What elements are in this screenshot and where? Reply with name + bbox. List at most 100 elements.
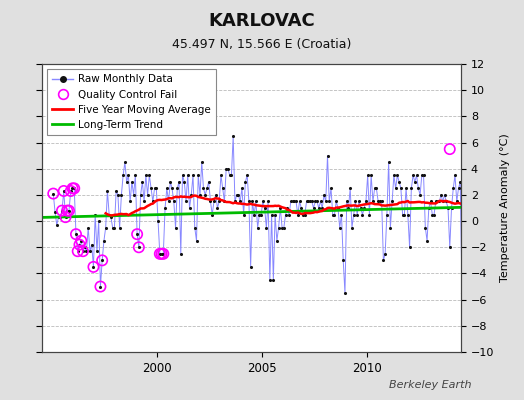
Point	[444, 205, 452, 211]
Point	[133, 231, 141, 237]
Point	[423, 238, 431, 244]
Point	[439, 198, 447, 205]
Point	[356, 205, 365, 211]
Point	[377, 198, 386, 205]
Point	[407, 185, 416, 192]
Point	[428, 211, 436, 218]
Point	[299, 211, 307, 218]
Point	[159, 251, 168, 257]
Point	[283, 205, 291, 211]
Point	[353, 211, 362, 218]
Point	[323, 152, 332, 159]
Point	[227, 172, 236, 178]
Point	[296, 198, 304, 205]
Point	[395, 179, 403, 185]
Point	[246, 264, 255, 270]
Point	[168, 185, 176, 192]
Point	[271, 211, 279, 218]
Point	[100, 238, 108, 244]
Point	[65, 208, 73, 214]
Point	[259, 198, 267, 205]
Point	[60, 188, 68, 194]
Point	[229, 133, 237, 139]
Point	[161, 205, 169, 211]
Point	[61, 214, 70, 220]
Point	[58, 208, 66, 214]
Point	[91, 211, 100, 218]
Point	[49, 190, 58, 197]
Point	[178, 172, 187, 178]
Point	[128, 179, 136, 185]
Point	[189, 172, 197, 178]
Point	[421, 224, 430, 231]
Point	[170, 198, 178, 205]
Point	[67, 188, 75, 194]
Point	[393, 172, 401, 178]
Point	[290, 198, 299, 205]
Point	[346, 185, 354, 192]
Point	[308, 198, 316, 205]
Point	[115, 224, 124, 231]
Point	[121, 159, 129, 165]
Point	[337, 211, 346, 218]
Point	[196, 192, 204, 198]
Point	[276, 205, 285, 211]
Point	[112, 188, 121, 194]
Point	[180, 179, 189, 185]
Point	[208, 211, 216, 218]
Point	[316, 198, 325, 205]
Point	[173, 185, 181, 192]
Point	[136, 192, 145, 198]
Point	[311, 198, 320, 205]
Point	[252, 198, 260, 205]
Point	[412, 172, 421, 178]
Point	[156, 251, 164, 257]
Point	[77, 238, 85, 244]
Point	[456, 179, 464, 185]
Point	[79, 248, 87, 254]
Point	[400, 211, 409, 218]
Point	[191, 224, 199, 231]
Point	[204, 179, 213, 185]
Point	[175, 179, 183, 185]
Point	[213, 205, 222, 211]
Point	[348, 224, 356, 231]
Point	[239, 211, 248, 218]
Point	[114, 192, 122, 198]
Point	[339, 257, 347, 264]
Point	[322, 198, 330, 205]
Point	[257, 211, 265, 218]
Point	[219, 185, 227, 192]
Point	[84, 224, 92, 231]
Point	[210, 198, 218, 205]
Point	[437, 192, 445, 198]
Point	[334, 205, 342, 211]
Point	[424, 205, 433, 211]
Point	[165, 198, 173, 205]
Point	[248, 198, 257, 205]
Point	[281, 211, 290, 218]
Point	[255, 211, 264, 218]
Point	[234, 192, 243, 198]
Point	[449, 185, 457, 192]
Point	[54, 214, 63, 220]
Point	[119, 172, 127, 178]
Point	[70, 185, 79, 192]
Point	[445, 146, 454, 152]
Point	[81, 244, 89, 250]
Point	[63, 208, 71, 214]
Point	[98, 257, 106, 264]
Point	[159, 251, 168, 257]
Point	[445, 244, 454, 250]
Point	[442, 198, 451, 205]
Y-axis label: Temperature Anomaly (°C): Temperature Anomaly (°C)	[500, 134, 510, 282]
Point	[385, 159, 393, 165]
Point	[63, 208, 71, 214]
Point	[427, 198, 435, 205]
Point	[370, 185, 379, 192]
Point	[418, 172, 426, 178]
Point	[388, 198, 396, 205]
Point	[309, 205, 318, 211]
Point	[162, 185, 171, 192]
Point	[266, 277, 274, 283]
